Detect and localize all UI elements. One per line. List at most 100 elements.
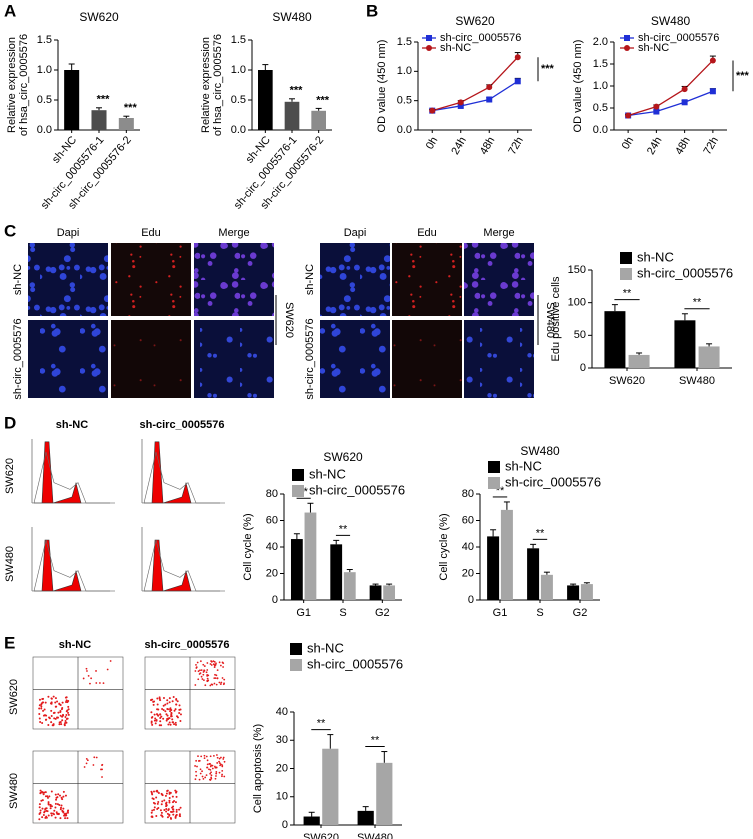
y-tick-label: 40 — [266, 541, 278, 553]
event — [216, 756, 219, 759]
event — [60, 708, 63, 711]
line — [432, 56, 519, 112]
chart-title: SW620 — [323, 450, 363, 464]
event — [38, 704, 41, 707]
event — [52, 812, 55, 815]
y-tick-label: 1.5 — [231, 34, 246, 46]
event — [45, 816, 48, 819]
event — [152, 808, 155, 811]
event — [209, 663, 212, 665]
y-axis-label: Cell cycle (%) — [242, 513, 254, 580]
event — [155, 790, 158, 793]
event — [209, 765, 212, 768]
y-axis-label: Cell apoptosis (%) — [252, 724, 264, 813]
event — [221, 769, 224, 772]
x-tick-label: G1 — [493, 607, 508, 619]
image-row-label: SW620 — [4, 458, 16, 494]
event — [209, 768, 212, 771]
event — [101, 764, 103, 767]
event — [54, 806, 57, 809]
event — [101, 776, 103, 778]
event — [59, 817, 62, 820]
marker — [653, 108, 660, 115]
x-tick-label: G2 — [375, 607, 390, 619]
event — [202, 679, 205, 682]
bar — [580, 584, 593, 600]
event — [57, 813, 60, 816]
event — [153, 713, 156, 716]
chart-title: SW620 — [455, 14, 495, 28]
event — [59, 714, 62, 717]
event — [59, 711, 62, 714]
event — [39, 809, 42, 812]
event — [178, 808, 181, 811]
image-column-label: sh-NC — [56, 419, 88, 431]
legend-label: sh-circ_0005576 — [505, 474, 601, 489]
event — [44, 701, 47, 704]
event — [39, 789, 42, 792]
legend-swatch — [292, 469, 304, 481]
event — [106, 668, 109, 671]
event — [195, 759, 198, 762]
event — [86, 759, 89, 762]
event — [216, 762, 219, 764]
event — [213, 682, 216, 685]
image-bg — [20, 435, 124, 517]
event — [210, 777, 213, 780]
marker — [653, 103, 660, 110]
x-tick-label: G1 — [296, 607, 311, 619]
event — [197, 760, 200, 762]
x-tick-label: SW480 — [357, 832, 393, 839]
event — [57, 793, 60, 796]
event — [150, 699, 153, 702]
event — [99, 682, 101, 684]
event — [59, 721, 62, 724]
event — [85, 758, 88, 760]
y-tick-label: 60 — [266, 514, 278, 526]
image-row-label: SW480 — [8, 773, 20, 809]
y-tick-label: 0.0 — [397, 124, 412, 136]
event — [65, 713, 68, 716]
event — [156, 703, 159, 706]
event — [215, 662, 217, 665]
image-column-label: Merge — [483, 227, 514, 239]
event — [43, 811, 46, 814]
event — [172, 696, 175, 699]
event — [164, 794, 167, 797]
event — [214, 673, 216, 676]
event — [45, 718, 48, 721]
event — [89, 682, 91, 685]
legend-label: sh-NC — [309, 466, 346, 481]
event — [172, 808, 175, 811]
event — [39, 721, 42, 724]
histogram-image — [20, 435, 124, 517]
histogram-image — [20, 523, 124, 605]
event — [168, 792, 171, 795]
x-tick-label: 72h — [701, 135, 721, 157]
event — [168, 801, 171, 804]
event — [160, 803, 163, 806]
event — [50, 709, 53, 712]
event — [61, 701, 64, 704]
event — [162, 704, 165, 707]
event — [43, 791, 46, 794]
significance-label: ** — [339, 523, 348, 535]
event — [196, 765, 198, 768]
event — [220, 756, 222, 759]
y-tick-label: 2.0 — [593, 36, 608, 48]
event — [66, 811, 69, 814]
event — [202, 663, 205, 666]
legend-label: sh-NC — [637, 249, 674, 264]
event — [58, 723, 61, 726]
event — [151, 816, 154, 819]
event — [218, 757, 221, 760]
y-axis-label: OD value (450 nm) — [376, 40, 388, 133]
event — [55, 705, 58, 708]
event — [157, 708, 160, 711]
event — [38, 818, 41, 821]
bar — [604, 311, 626, 368]
event — [207, 674, 210, 677]
event — [157, 714, 160, 717]
event — [202, 777, 205, 780]
significance-label: ** — [536, 527, 545, 539]
